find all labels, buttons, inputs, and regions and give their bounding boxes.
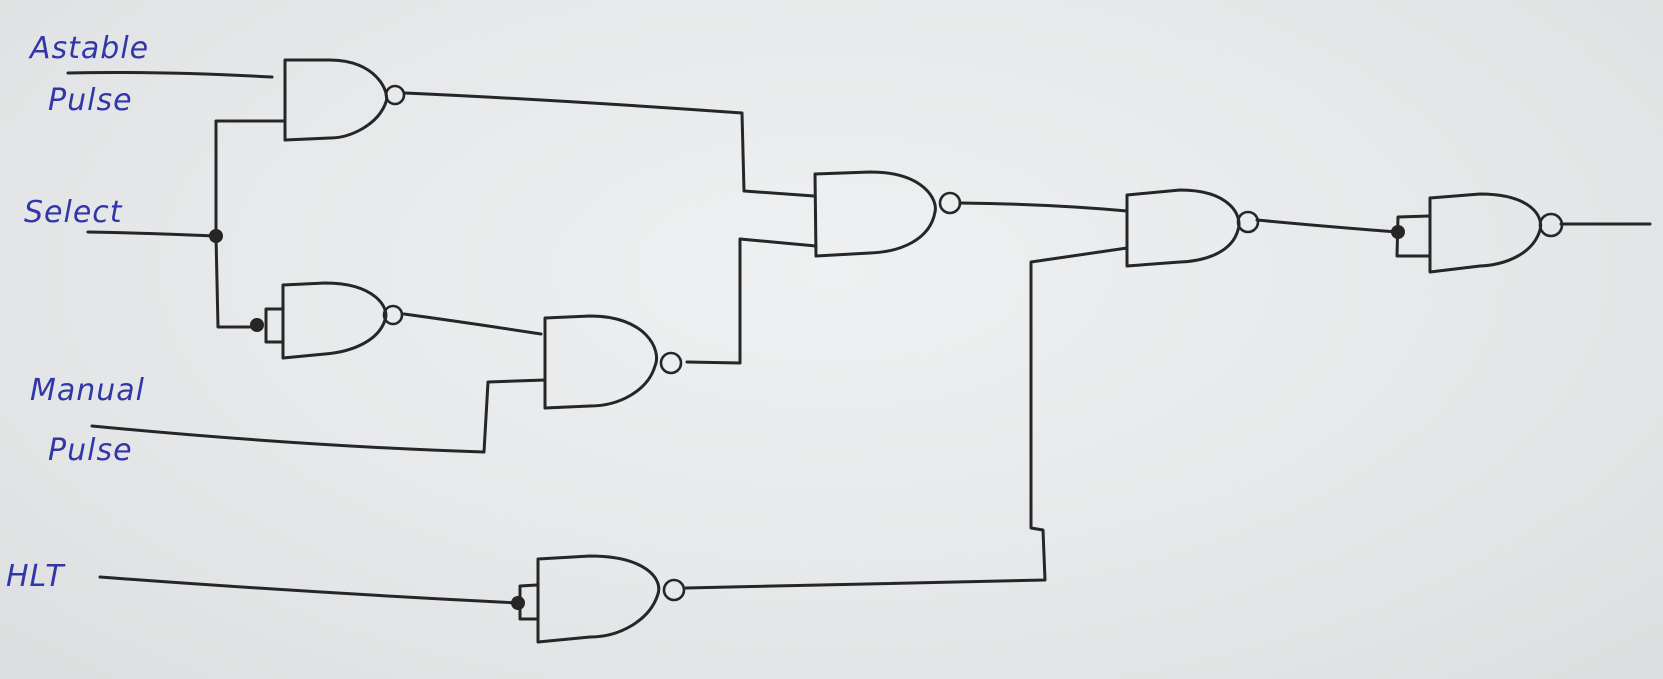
junction-select xyxy=(209,229,223,243)
wire-g2-to-g3 xyxy=(402,312,543,336)
nand-gate-2 xyxy=(281,281,404,360)
label-hlt: HLT xyxy=(6,559,66,594)
junction-g2-inputs xyxy=(250,318,264,332)
nand-gate-4 xyxy=(813,170,962,258)
wire-g6-to-g7 xyxy=(1255,218,1399,234)
nand-gate-6 xyxy=(1125,188,1260,268)
wire-manual-pulse xyxy=(90,378,547,454)
wire-select xyxy=(86,230,218,238)
wire-g4-to-g6 xyxy=(958,201,1129,213)
nand-gate-3 xyxy=(543,314,683,410)
nand-gate-7 xyxy=(1428,192,1564,274)
label-manual-line2: Pulse xyxy=(48,433,133,468)
nand-gate-1 xyxy=(283,58,406,142)
junction-g7-inputs xyxy=(1391,225,1405,239)
wire-astable-pulse xyxy=(66,71,274,79)
wire-g2-tie xyxy=(264,307,285,344)
label-astable-line2: Pulse xyxy=(48,83,133,118)
wire-select-bus xyxy=(214,119,287,329)
label-select: Select xyxy=(24,195,123,230)
junction-g5-inputs xyxy=(511,596,525,610)
label-manual-line1: Manual xyxy=(30,373,145,408)
label-astable-line1: Astable xyxy=(28,31,149,66)
wire-g3-to-g4 xyxy=(685,237,818,365)
wire-g5-to-g6 xyxy=(684,246,1129,590)
nand-gate-5 xyxy=(536,554,686,644)
wire-hlt xyxy=(98,575,520,605)
wire-g1-to-g4 xyxy=(403,91,816,198)
